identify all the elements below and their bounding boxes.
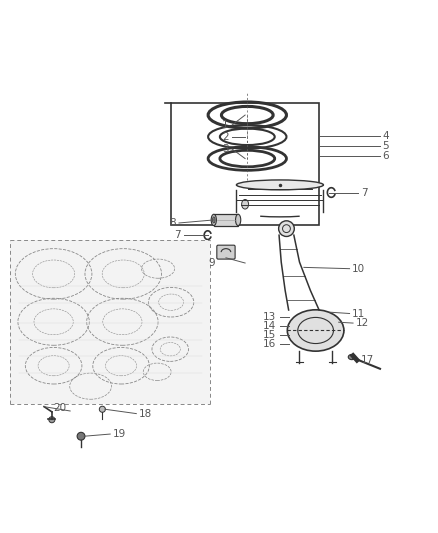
FancyBboxPatch shape: [217, 245, 235, 259]
Ellipse shape: [348, 354, 355, 360]
Text: 10: 10: [352, 264, 365, 273]
Text: 8: 8: [169, 218, 176, 228]
Text: 19: 19: [113, 429, 126, 439]
Text: 6: 6: [383, 150, 389, 160]
Text: 16: 16: [263, 338, 276, 349]
Circle shape: [49, 417, 55, 423]
Text: 9: 9: [208, 258, 215, 268]
Text: 7: 7: [174, 230, 181, 240]
Text: 11: 11: [352, 309, 365, 319]
Ellipse shape: [242, 199, 249, 209]
Ellipse shape: [237, 180, 323, 190]
Text: 17: 17: [361, 355, 374, 365]
Circle shape: [99, 406, 106, 413]
Bar: [171, 103, 319, 225]
Text: 4: 4: [383, 131, 389, 141]
Text: 15: 15: [263, 330, 276, 340]
Text: 12: 12: [356, 318, 369, 328]
Text: 13: 13: [263, 312, 276, 322]
Text: 14: 14: [263, 321, 276, 331]
Text: 7: 7: [361, 188, 367, 198]
Circle shape: [77, 432, 85, 440]
Text: 20: 20: [53, 402, 67, 413]
Ellipse shape: [236, 214, 241, 225]
Text: 5: 5: [383, 141, 389, 150]
Text: 18: 18: [139, 409, 152, 419]
Ellipse shape: [211, 214, 216, 225]
Text: 2: 2: [222, 132, 229, 142]
Text: 1: 1: [222, 120, 229, 130]
Bar: [214, 214, 238, 225]
Ellipse shape: [212, 217, 215, 223]
Ellipse shape: [279, 221, 294, 237]
Ellipse shape: [287, 310, 344, 351]
Bar: [10, 240, 210, 403]
Text: 3: 3: [222, 144, 229, 154]
